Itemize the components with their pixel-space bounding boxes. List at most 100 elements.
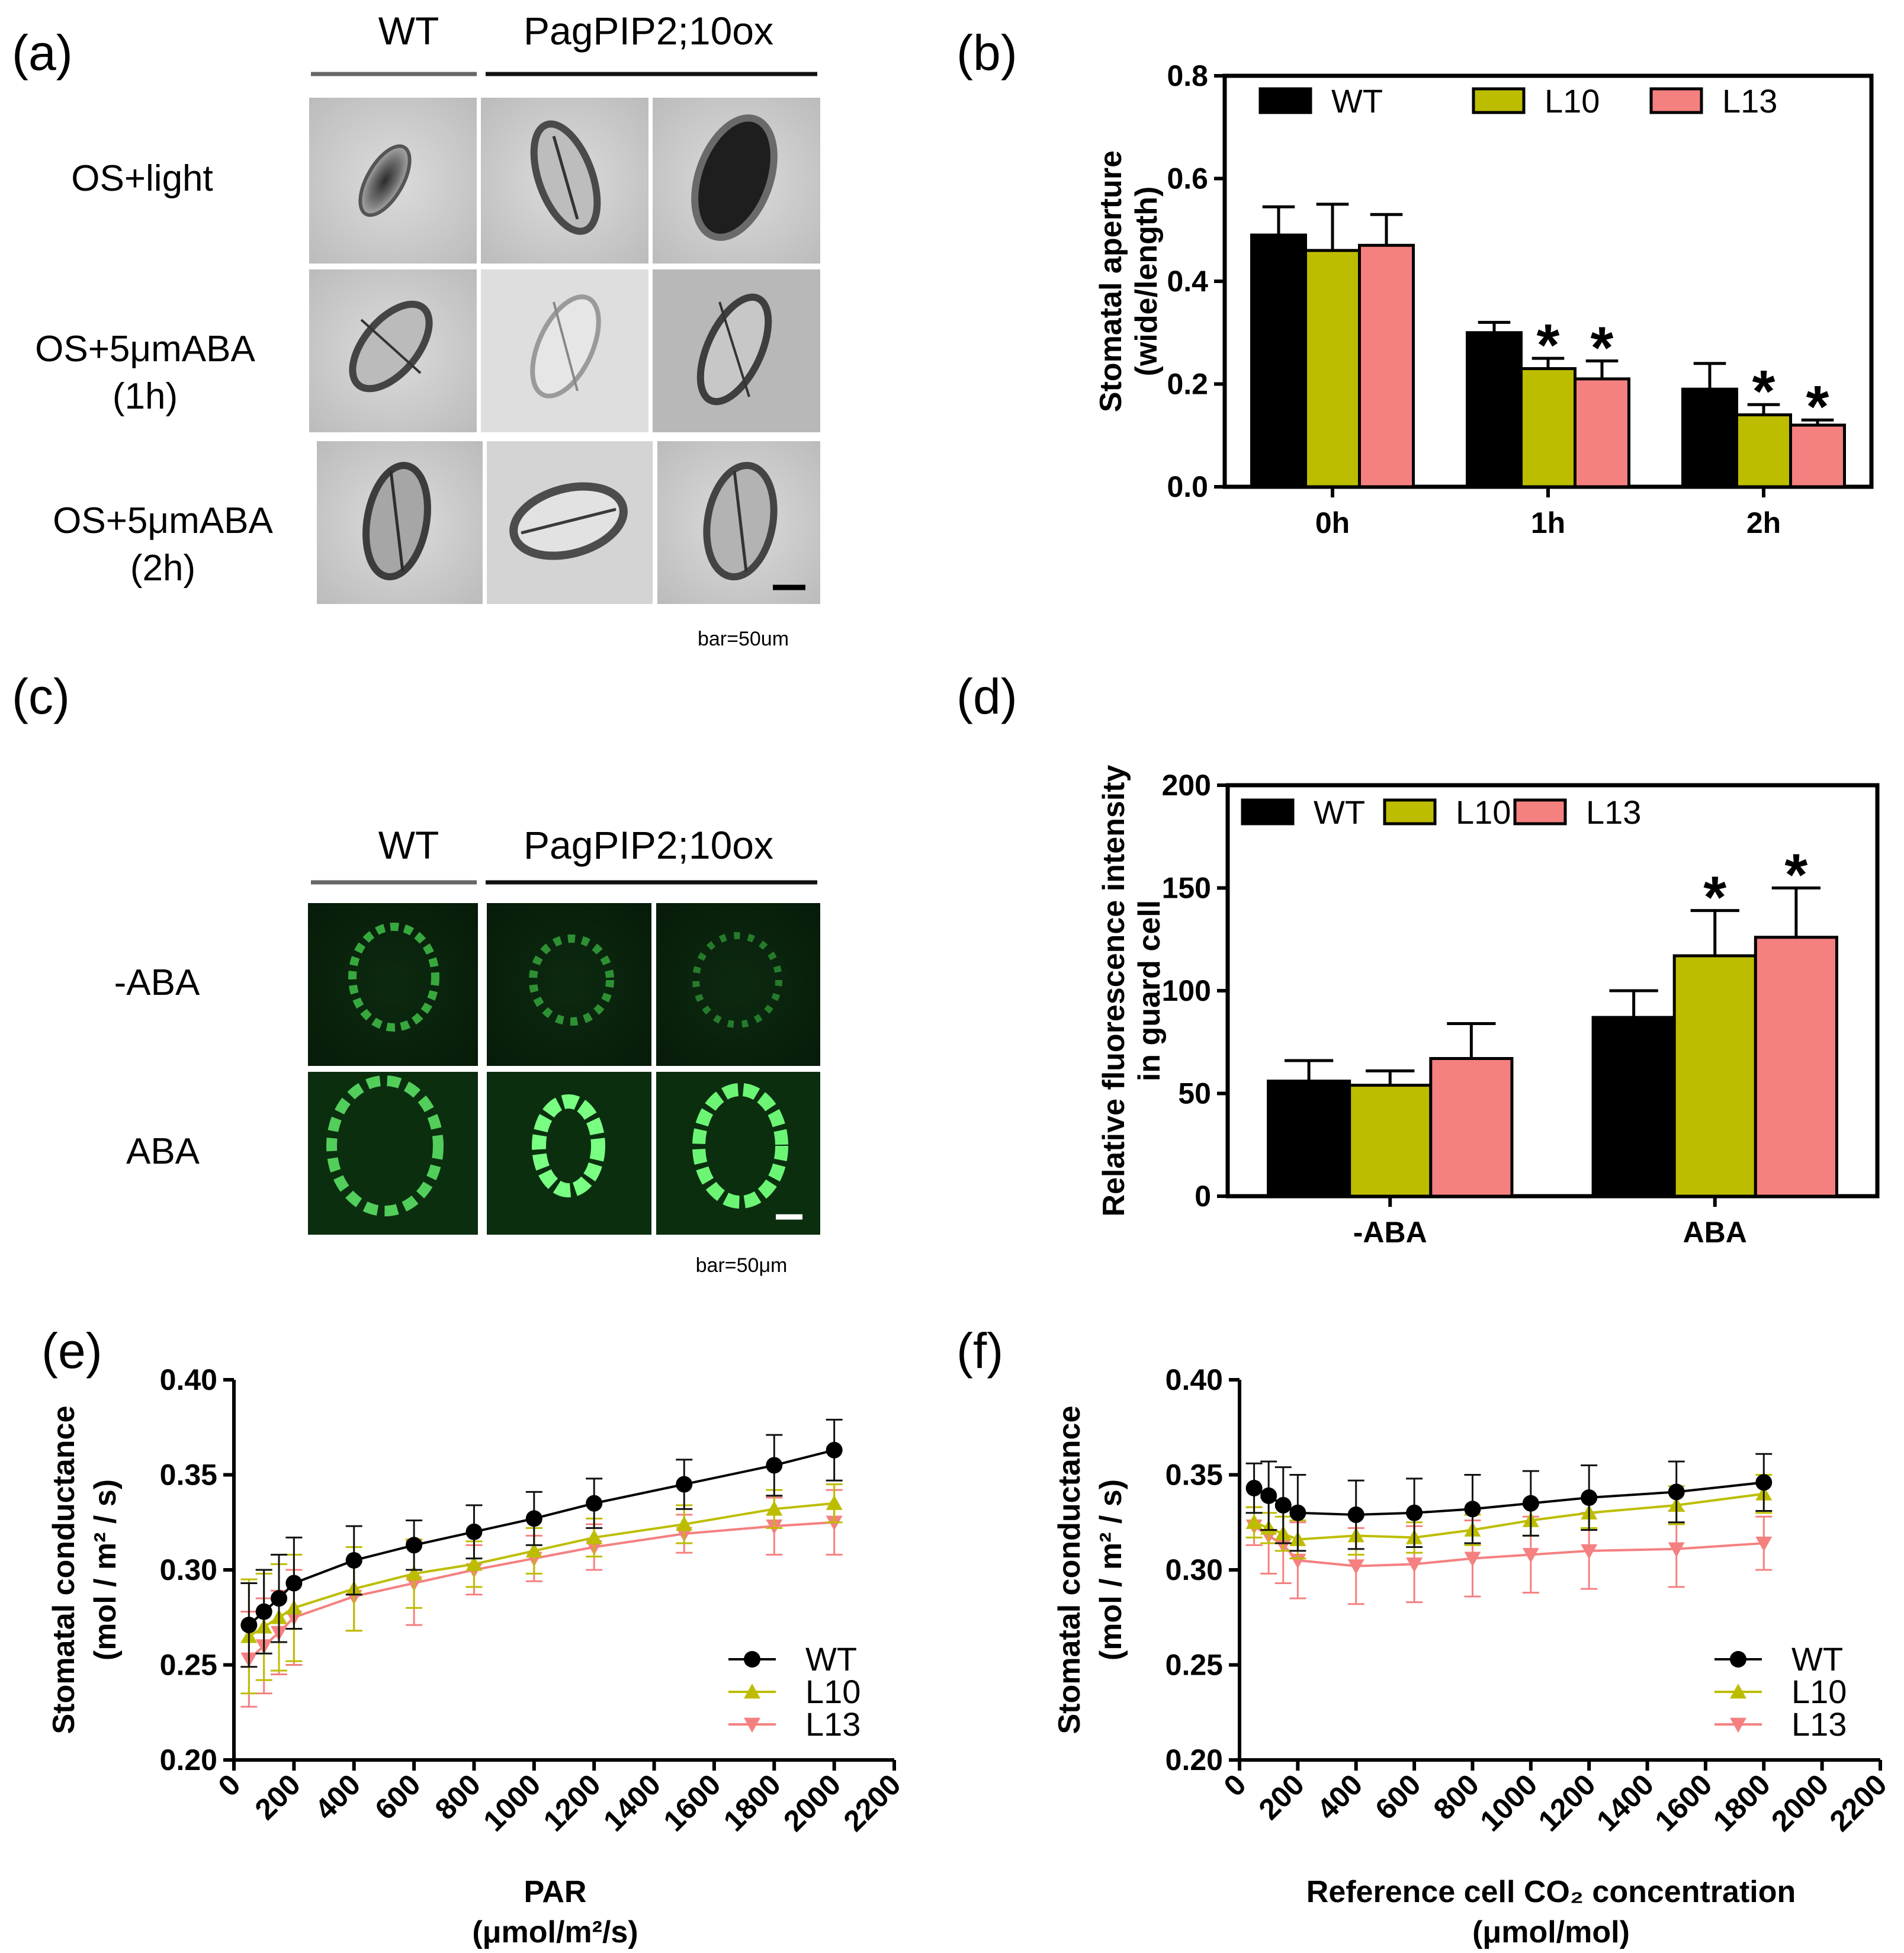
micrograph-tile: [309, 269, 477, 432]
data-point: [406, 1537, 423, 1554]
legend-swatch-wt: [1258, 87, 1312, 114]
fluorescence-tile: [656, 1072, 820, 1235]
micrograph-tile: [487, 441, 653, 604]
y-axis-label: Stomatal conductance: [1052, 1406, 1087, 1734]
panel-a-header-wt: WT: [378, 9, 439, 53]
panel-a-label: (a): [12, 25, 73, 81]
data-point: [586, 1495, 603, 1512]
x-tick-label: 1600: [657, 1768, 727, 1838]
bar-l10: [1304, 249, 1361, 489]
legend-label-l10: L10: [1545, 82, 1600, 120]
x-tick-label: 2200: [837, 1768, 907, 1838]
y-axis-label: Stomatal aperture: [1094, 150, 1128, 412]
data-point: [1668, 1483, 1685, 1501]
x-tick-label: 2000: [1765, 1768, 1835, 1838]
data-point: [1730, 1651, 1746, 1668]
x-tick-label: 400: [309, 1768, 367, 1826]
series-line-l10: [248, 1502, 834, 1638]
bar-l13: [1754, 936, 1838, 1198]
bar-wt: [1250, 233, 1307, 489]
panel-c-header-wt: WT: [378, 823, 439, 867]
panel-a-header-ox: PagPIP2;10ox: [524, 9, 773, 53]
x-tick-label: 1000: [477, 1768, 547, 1838]
bar-l13: [1574, 377, 1630, 489]
data-point: [1274, 1496, 1292, 1514]
legend-label-l10: L10: [1791, 1673, 1847, 1710]
chart-d: (d) 0 50 100 150 200 Relative fluorescence int…: [956, 669, 1880, 1249]
y-tick-label: 0.6: [1167, 162, 1208, 195]
legend-label-l13: L13: [1722, 82, 1777, 120]
data-point: [1289, 1504, 1306, 1521]
y-tick-label: 100: [1162, 974, 1211, 1007]
x-tick-label: -ABA: [1353, 1216, 1427, 1249]
micrograph-tile: [657, 441, 820, 604]
legend-label-l13: L13: [1791, 1705, 1847, 1743]
data-point: [1289, 1553, 1306, 1569]
chart-e: (e)0.200.250.300.350.400 200 400 600 8001000…: [41, 1323, 907, 1949]
x-tick-label: 600: [368, 1768, 427, 1826]
y-tick-label: 0: [1195, 1180, 1211, 1213]
data-point: [406, 1565, 423, 1581]
data-point: [1755, 1474, 1773, 1491]
data-point: [1730, 1717, 1746, 1733]
chart-f: (f)0.200.250.300.350.400 200 400 600 8001000…: [956, 1323, 1893, 1949]
data-point: [826, 1441, 843, 1459]
data-point: [676, 1476, 693, 1493]
significance-star: *: [1591, 314, 1614, 381]
panel-c-row2-label: ABA: [126, 1131, 200, 1172]
y-tick-label: 0.4: [1167, 265, 1208, 298]
x-axis-label: Reference cell CO₂ concentration: [1306, 1875, 1796, 1909]
x-tick-label: 2000: [777, 1768, 847, 1838]
legend-swatch-l10: [1472, 87, 1526, 114]
panel-c: (c) WT PagPIP2;10ox -ABA ABA bar=50μm: [12, 669, 820, 1277]
micrograph-tile: [481, 269, 648, 432]
y-axis-label-units: (mol / m² / s): [1094, 1479, 1128, 1660]
y-tick-label: 0.20: [1165, 1743, 1223, 1777]
data-point: [1522, 1495, 1539, 1512]
fluorescence-tile: [487, 903, 651, 1066]
legend-label-l10: L10: [1456, 794, 1511, 831]
legend-label-wt: WT: [1791, 1640, 1843, 1678]
series-line-l10: [1253, 1492, 1764, 1541]
panel-a-row3-label: OS+5μmABA: [53, 500, 273, 541]
x-tick-label: 1400: [597, 1768, 667, 1838]
bar-wt: [1591, 1016, 1676, 1198]
y-tick-label: 0.20: [160, 1743, 217, 1777]
data-point: [1245, 1514, 1263, 1529]
bar-wt: [1466, 331, 1523, 489]
legend-label-l10: L10: [805, 1673, 861, 1710]
fluorescence-grid-c: [308, 903, 820, 1235]
data-point: [1522, 1548, 1539, 1563]
series-line-l13: [1253, 1525, 1764, 1567]
data-point: [766, 1501, 783, 1516]
y-axis-label-units: in guard cell: [1132, 900, 1167, 1081]
bar-wt: [1267, 1080, 1351, 1198]
y-tick-label: 0.25: [160, 1649, 217, 1682]
data-point: [1260, 1487, 1277, 1504]
bar-l10: [1735, 413, 1792, 489]
chart-b: (b) 0.0 0.2 0.4 0.6 0.8 Stomatal aperture (wide…: [956, 25, 1874, 539]
y-tick-label: 0.0: [1167, 470, 1208, 503]
y-axis-label-units: (mol / m² / s): [88, 1479, 123, 1660]
legend-label-l13: L13: [805, 1705, 861, 1743]
data-point: [1406, 1504, 1423, 1521]
data-point: [1464, 1501, 1481, 1518]
bar-l13: [1789, 423, 1846, 489]
legend-label-l13: L13: [1586, 794, 1641, 831]
y-tick-label: 0.8: [1167, 59, 1208, 92]
data-point: [1755, 1536, 1773, 1552]
y-axis-label: Relative fluorescence intensity: [1097, 765, 1131, 1216]
micrograph-tile: [653, 269, 820, 432]
data-point: [1347, 1559, 1364, 1575]
data-point: [744, 1717, 760, 1733]
micrograph-tile: [653, 98, 820, 264]
legend-swatch-l13: [1649, 87, 1703, 114]
series-line-l13: [248, 1521, 834, 1660]
y-axis-label: Stomatal conductance: [47, 1406, 81, 1734]
x-tick-label: 600: [1369, 1768, 1427, 1826]
micrograph-tile: [481, 98, 648, 264]
panel-c-header-ox: PagPIP2;10ox: [524, 823, 773, 867]
data-point: [285, 1575, 303, 1592]
x-tick-label: 400: [1311, 1768, 1369, 1826]
